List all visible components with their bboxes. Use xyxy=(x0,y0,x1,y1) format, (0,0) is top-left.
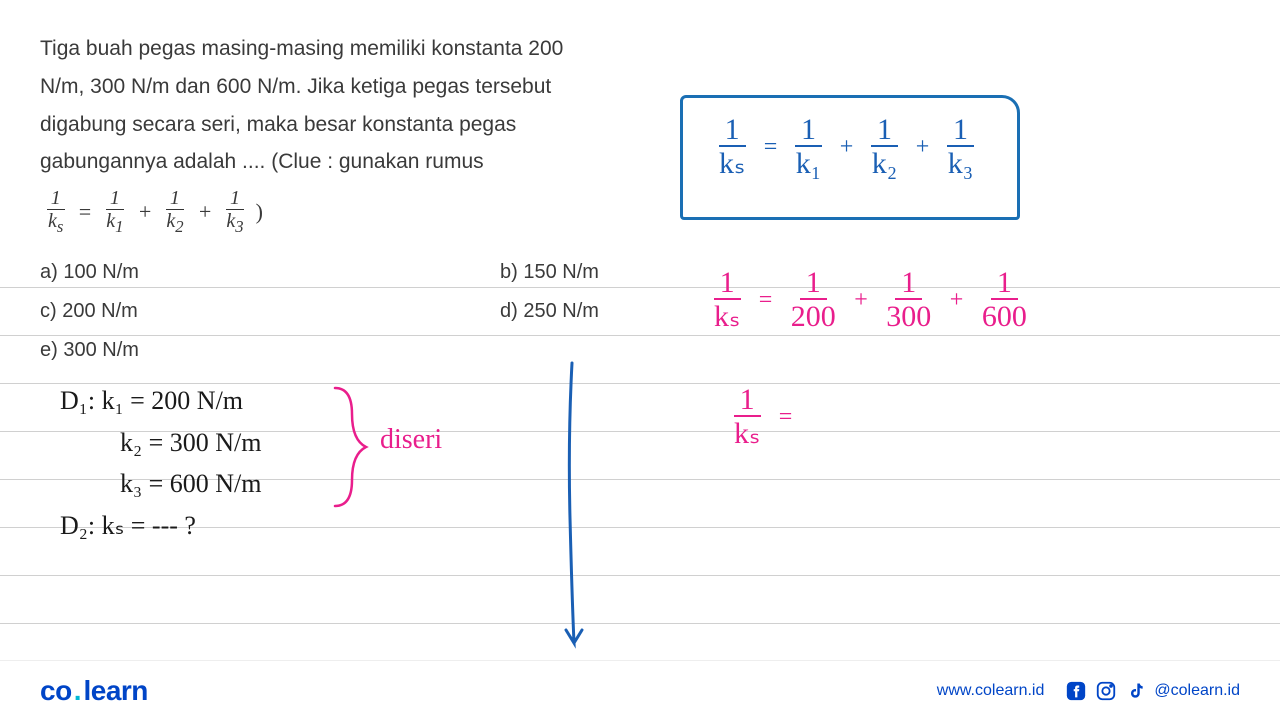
option-a: a) 100 N/m xyxy=(40,261,500,284)
given-d2: D₂: kₛ = --- ? xyxy=(60,505,261,547)
social-handle: @colearn.id xyxy=(1154,682,1240,700)
question-formula: 1ks = 1k1 + 1k2 + 1k3 ) xyxy=(40,187,620,236)
diseri-label: diseri xyxy=(380,424,442,456)
handwritten-step-substitute: 1kₛ = 1200 + 1300 + 1600 xyxy=(705,268,1036,333)
website-url: www.colearn.id xyxy=(937,682,1045,700)
colearn-logo: co . learn xyxy=(40,675,148,707)
given-k2: k₂ = 300 N/m xyxy=(120,422,261,464)
handwritten-formula-series: 1kₛ = 1k₁ + 1k₂ + 1k₃ xyxy=(710,115,982,180)
question-line-3: digabung secara seri, maka besar konstan… xyxy=(40,106,620,144)
facebook-icon xyxy=(1064,679,1088,703)
vertical-divider-arrow xyxy=(560,358,590,658)
instagram-icon xyxy=(1094,679,1118,703)
logo-text-learn: learn xyxy=(83,675,147,707)
option-e: e) 300 N/m xyxy=(40,339,500,362)
curly-bracket xyxy=(330,382,370,518)
given-k3: k₃ = 600 N/m xyxy=(120,463,261,505)
content-area: Tiga buah pegas masing-masing memiliki k… xyxy=(0,0,1280,660)
handwritten-given: D₁: k₁ = 200 N/m k₂ = 300 N/m k₃ = 600 N… xyxy=(60,380,261,546)
footer-right: www.colearn.id @colearn.id xyxy=(937,679,1240,703)
question-line-4: gabungannya adalah .... (Clue : gunakan … xyxy=(40,143,620,181)
option-d: d) 250 N/m xyxy=(500,300,700,323)
tiktok-icon xyxy=(1124,679,1148,703)
question-line-2: N/m, 300 N/m dan 600 N/m. Jika ketiga pe… xyxy=(40,68,620,106)
question-text: Tiga buah pegas masing-masing memiliki k… xyxy=(40,30,620,237)
given-d1: D₁: k₁ = 200 N/m xyxy=(60,380,261,422)
option-b: b) 150 N/m xyxy=(500,261,700,284)
logo-dot: . xyxy=(74,675,82,707)
answer-options: a) 100 N/m b) 150 N/m c) 200 N/m d) 250 … xyxy=(40,261,1240,362)
logo-text-co: co xyxy=(40,675,72,707)
handwritten-step-partial: 1kₛ = xyxy=(725,385,794,450)
social-icons: @colearn.id xyxy=(1064,679,1240,703)
option-c: c) 200 N/m xyxy=(40,300,500,323)
question-line-1: Tiga buah pegas masing-masing memiliki k… xyxy=(40,30,620,68)
footer-bar: co . learn www.colearn.id @colearn.id xyxy=(0,660,1280,720)
